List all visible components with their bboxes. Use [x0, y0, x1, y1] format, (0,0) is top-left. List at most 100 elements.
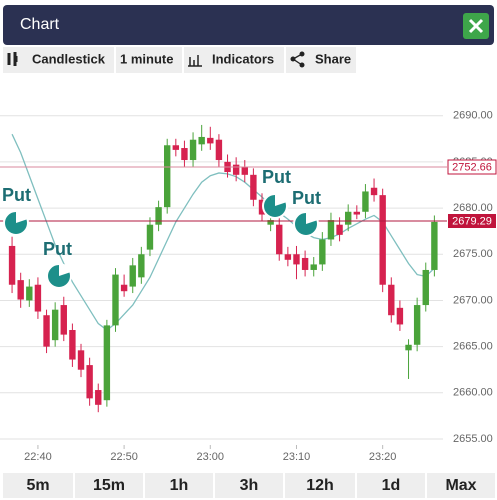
put-label: Put [292, 188, 321, 208]
plot: 2655.00 2660.00 2665.00 2670.00 2675.00 2680.… [0, 110, 493, 463]
range-buttons: 5m 15m 1h 3h 12h 1d Max [3, 473, 495, 498]
candle-body [336, 224, 343, 235]
candle-body [95, 390, 102, 405]
candle-body [155, 207, 162, 225]
candle-body [86, 365, 93, 399]
put-markers: Put Put Put Put [2, 167, 321, 289]
candle-body [198, 136, 205, 145]
candle-body [422, 269, 429, 306]
candle-body [362, 191, 369, 212]
toolbar-label: 1 minute [120, 51, 173, 66]
range-label: Max [445, 477, 476, 494]
range-button[interactable] [357, 473, 425, 498]
candle-body [276, 224, 283, 255]
toolbar-button[interactable] [184, 47, 284, 73]
y-tick-label: 2690.00 [453, 110, 493, 122]
toolbar: Candlestick 1 minute Indicators Share [3, 47, 356, 73]
range-button[interactable] [3, 473, 73, 498]
y-tick-label: 2680.00 [453, 202, 493, 214]
x-tick-label: 22:40 [24, 451, 52, 463]
candle-body [129, 265, 136, 287]
y-tick-label: 2660.00 [453, 387, 493, 399]
toolbar-button[interactable] [286, 47, 356, 73]
candle-body [34, 284, 42, 312]
candle-body [164, 145, 171, 208]
candle-body [215, 139, 223, 161]
candle-body [207, 137, 214, 144]
candle-body [26, 286, 33, 301]
candle-body [138, 254, 145, 278]
y-tick-label: 2655.00 [453, 433, 493, 445]
share-icon [290, 51, 305, 68]
candle-body [112, 274, 119, 326]
candle-body [232, 164, 240, 175]
candle-body [103, 325, 111, 401]
range-button[interactable] [285, 473, 355, 498]
header-bar [3, 5, 494, 45]
range-label: 3h [240, 477, 259, 494]
candle-body [172, 145, 180, 150]
candle-body [344, 211, 352, 225]
range-button[interactable] [145, 473, 213, 498]
candle-body [405, 344, 412, 351]
candle-body [284, 254, 292, 260]
range-button[interactable] [427, 473, 495, 498]
candle-body [77, 350, 85, 370]
candle-body [17, 280, 24, 300]
put-label: Put [43, 239, 72, 259]
candle-body [60, 305, 67, 335]
price-lines: 2752.66 2679.29 [0, 159, 497, 228]
x-tick-label: 23:20 [369, 451, 397, 463]
indicators-icon [188, 55, 202, 67]
candle-body [189, 139, 197, 161]
y-tick-label: 2665.00 [453, 341, 493, 353]
range-label: 1d [382, 477, 401, 494]
candle-body [267, 220, 274, 225]
y-tick-label: 2670.00 [453, 294, 493, 306]
y-tick-label: 2675.00 [453, 248, 493, 260]
candle-body [319, 239, 326, 265]
candle-body [146, 224, 154, 250]
range-label: 12h [306, 477, 334, 494]
candle-body [293, 254, 300, 265]
put-label: Put [262, 167, 291, 187]
range-label: 1h [170, 477, 189, 494]
candle-body [241, 166, 248, 175]
x-tick-label: 22:50 [110, 451, 138, 463]
x-tick-label: 23:00 [197, 451, 225, 463]
toolbar-button[interactable] [3, 47, 114, 73]
price-label: 2752.66 [452, 161, 492, 173]
header-title: Chart [20, 16, 60, 33]
candle-body [327, 220, 335, 240]
candle-body [43, 315, 50, 347]
toolbar-label: Candlestick [32, 51, 106, 66]
range-button[interactable] [215, 473, 283, 498]
range-label: 15m [93, 477, 125, 494]
candle-body [120, 284, 128, 292]
toolbar-button[interactable] [116, 47, 182, 73]
candle-body [431, 221, 438, 270]
price-label: 2679.29 [452, 215, 492, 227]
put-label: Put [2, 185, 31, 205]
x-tick-label: 23:10 [283, 451, 311, 463]
candle-body [388, 284, 395, 316]
toolbar-label: Share [315, 51, 351, 66]
close-button[interactable] [463, 13, 489, 39]
candlestick-icon [7, 52, 18, 66]
candle-body [413, 305, 421, 345]
candle-body [51, 309, 59, 341]
range-button[interactable] [75, 473, 143, 498]
candle-body [353, 211, 361, 215]
candle-body [301, 257, 309, 270]
candle-body [8, 245, 16, 285]
toolbar-label: Indicators [212, 51, 274, 66]
candle-body [69, 330, 76, 360]
candle-body [310, 264, 317, 270]
range-label: 5m [26, 477, 49, 494]
candle-body [379, 195, 386, 285]
candle-body [396, 307, 404, 325]
candle-body [258, 199, 266, 215]
average-line [11, 133, 435, 331]
candle-body [181, 148, 188, 161]
